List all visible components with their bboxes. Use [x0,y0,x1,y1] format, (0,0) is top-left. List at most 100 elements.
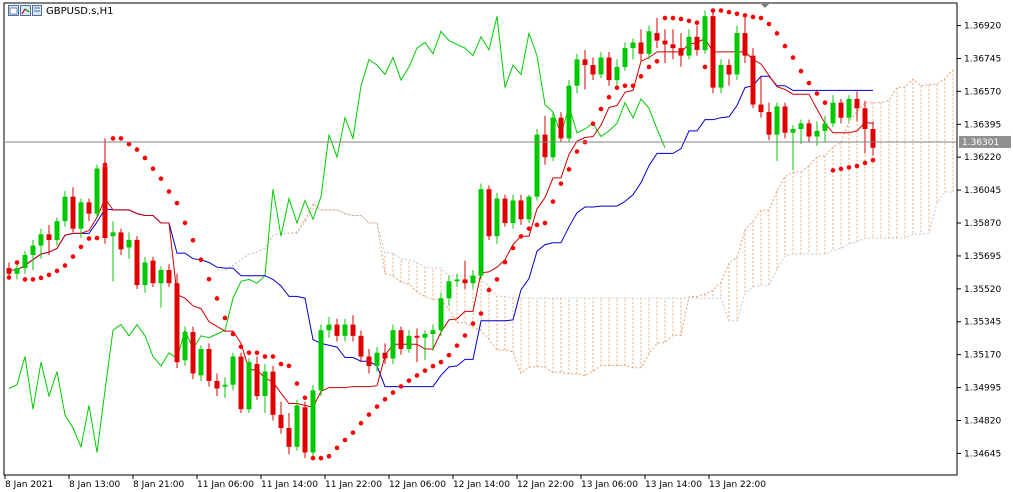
sar-dot [790,55,796,60]
sar-dot [566,167,572,172]
x-tick-label: 11 Jan 06:00 [197,480,254,490]
sar-dot [38,275,44,281]
candle-body [494,198,500,237]
candle [246,358,252,413]
candle [302,401,308,459]
sar-dot [558,181,564,186]
sar-dot [710,8,716,13]
candle [6,262,12,278]
candle [542,115,548,165]
candle-body [246,362,252,410]
sar-dot [294,381,300,386]
candle [46,224,52,255]
candle-body [750,55,756,105]
candle [406,330,412,353]
sar-dot [198,257,204,263]
sar-dot [110,136,116,141]
candle [94,164,100,218]
candle [62,191,68,227]
sar-dot [150,166,156,172]
current-price: 1.36301 [4,135,1011,148]
y-tick-label: 1.36920 [964,22,1001,32]
sar-dot [654,58,660,64]
candle-body [574,59,580,86]
sar-dot [54,268,60,274]
candle-body [158,270,164,284]
candle [606,51,612,86]
sar-dot [222,315,228,321]
candle-body [654,33,660,41]
candle [414,328,420,363]
x-tick-label: 11 Jan 22:00 [325,480,382,490]
senkou-span-b [217,191,953,322]
sar-dot [254,350,260,356]
sar-dot [78,244,84,250]
candle [830,95,836,128]
candle-body [822,123,828,131]
candle [766,102,772,141]
sar-dot [502,259,508,265]
candle [470,270,476,289]
candle [670,29,676,60]
sar-dot [182,220,188,226]
sar-dot [798,68,804,74]
candle [734,25,740,81]
x-tick-label: 8 Jan 2021 [5,480,53,490]
candle-body [134,239,140,286]
candle-body [686,36,692,56]
candle-body [598,57,604,75]
candle [278,401,284,434]
candle [846,95,852,122]
candle-body [62,196,68,222]
candle [574,53,580,94]
candle [422,330,428,361]
x-tick-label: 13 Jan 06:00 [581,480,638,490]
candle [270,365,276,421]
sar-dot [686,18,692,24]
sar-dot [606,94,612,100]
candle [582,50,588,90]
sar-dot [86,236,92,241]
sar-dot [102,162,108,168]
sar-dot [454,343,460,348]
sar-dot [814,91,820,96]
candle-body [70,196,76,229]
candle [854,91,860,122]
candle [774,102,780,161]
sar-dot [70,254,76,259]
candle [254,356,260,400]
candle [790,125,796,171]
candle [142,256,148,293]
candle-body [630,42,636,49]
x-tick-label: 12 Jan 14:00 [453,480,510,490]
candle [230,352,236,391]
candle [454,273,460,287]
sar-dot [510,245,516,251]
candle-body [366,356,372,366]
candle [638,29,644,62]
sar-dot [398,384,404,389]
candle-body [86,202,92,214]
candle-body [678,48,684,56]
candle-body [358,335,364,357]
candle-body [862,108,868,129]
candle [358,330,364,363]
current-price-badge [959,135,1011,148]
indicator-lines [8,16,954,453]
candle [702,10,708,54]
sar-dot [766,21,772,27]
y-tick-label: 1.34995 [964,384,1001,394]
candle-body [526,196,532,220]
sar-dot [126,141,132,147]
current-price-label: 1.36301 [962,138,999,148]
candle-body [102,166,108,239]
sar-dot [270,354,276,359]
candle-body [726,65,732,75]
chart-window-icon [8,5,42,16]
sar-dot [206,276,212,282]
sar-dot [142,155,148,161]
candle [566,80,572,143]
sar-dot [702,64,708,70]
